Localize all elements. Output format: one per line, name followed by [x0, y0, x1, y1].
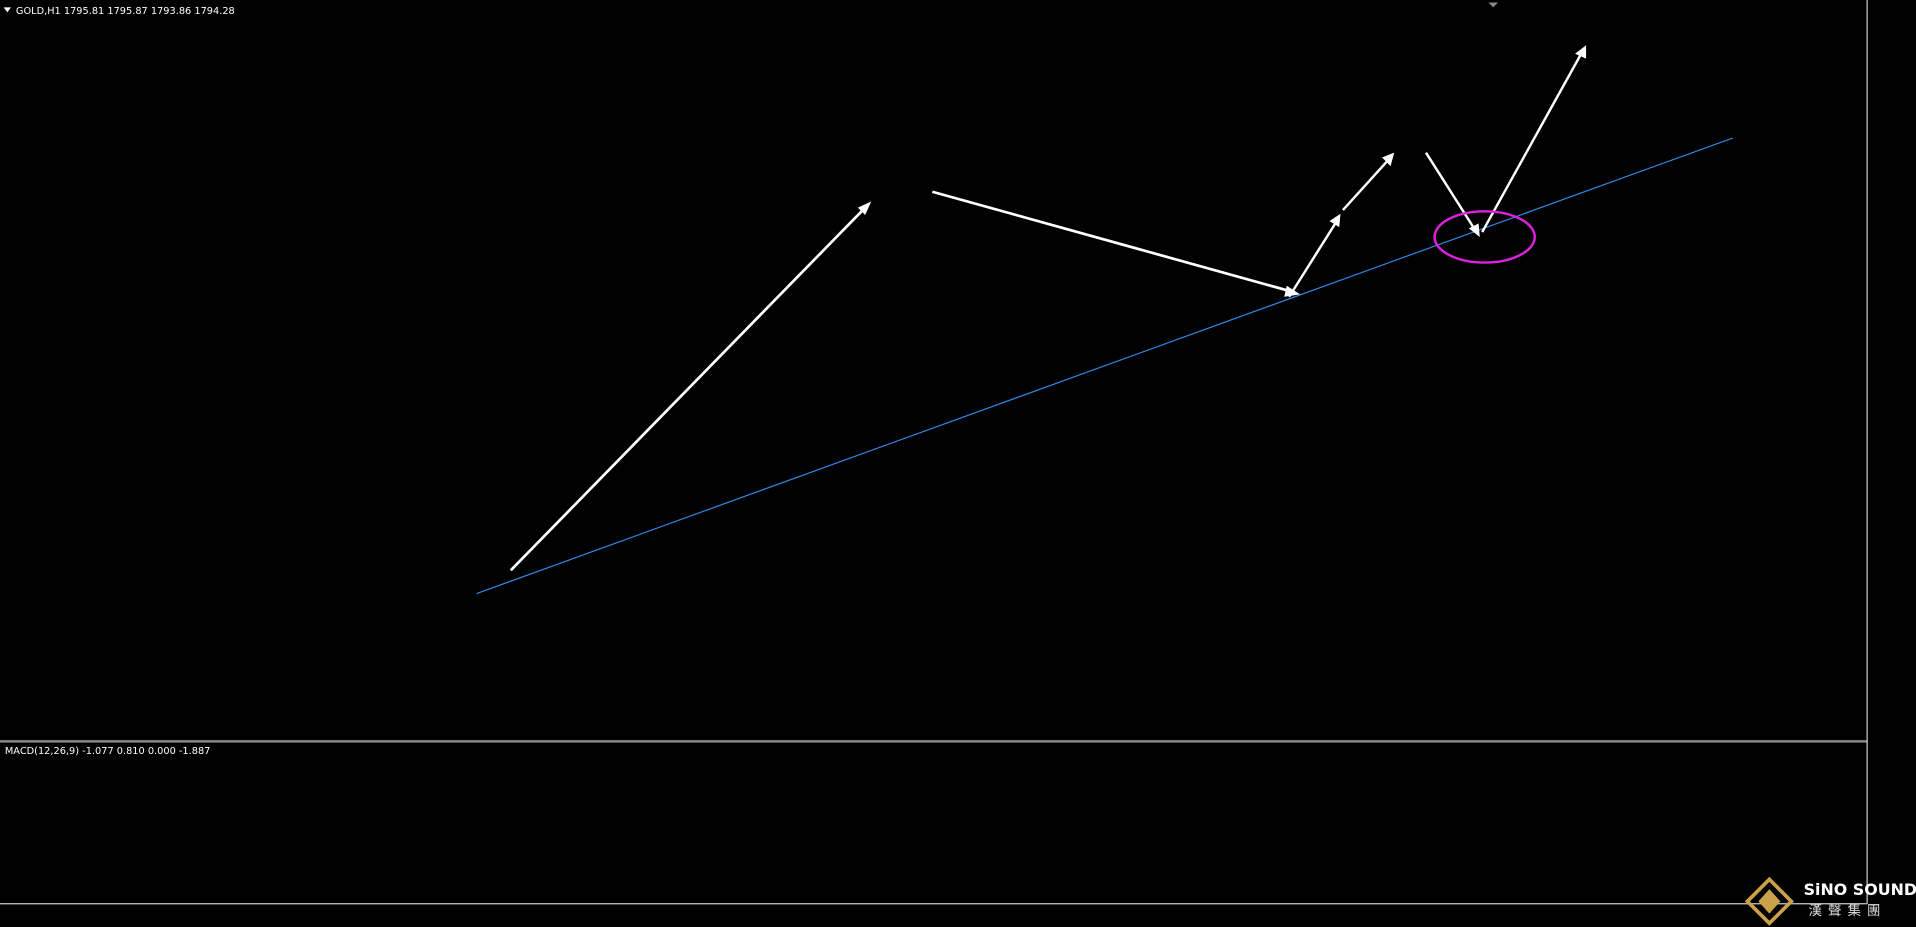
arrow-head: [1329, 213, 1341, 228]
indicator-title: MACD(12,26,9) -1.077 0.810 0.000 -1.887: [5, 746, 211, 757]
arrow: [931, 190, 1294, 294]
logo: [1758, 889, 1781, 914]
logo: [1744, 876, 1794, 926]
arrow-head: [1468, 223, 1480, 237]
arrow: [509, 205, 868, 572]
shift-marker: [1488, 2, 1499, 8]
arrow: [1424, 152, 1476, 231]
watermark: SiNO SOUND 漢聲集團: [1744, 876, 1916, 926]
brand: SiNO SOUND: [1804, 880, 1916, 899]
symbol-info: GOLD,H1 1795.81 1795.87 1793.86 1794.28: [16, 6, 235, 17]
arrow: [1342, 157, 1391, 211]
arrow: [1481, 53, 1583, 233]
brand-chinese: 漢聲集團: [1808, 902, 1886, 919]
annotations: [476, 2, 1733, 595]
highlight-ellipse: [1433, 210, 1536, 264]
arrow-head: [1575, 45, 1587, 59]
arrow: [1288, 220, 1338, 298]
trend-line: [476, 137, 1733, 595]
arrow-head: [857, 201, 872, 215]
menu-marker: [3, 7, 11, 13]
arrow-head: [1382, 152, 1395, 167]
